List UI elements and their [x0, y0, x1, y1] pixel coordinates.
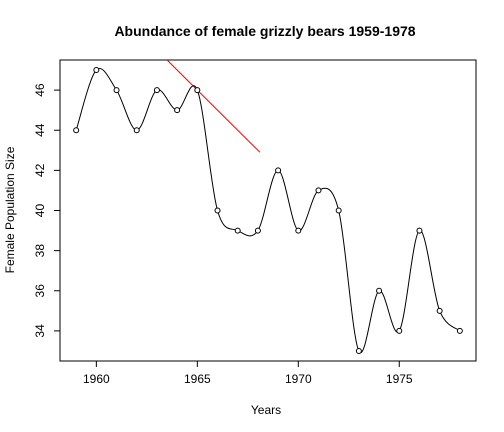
x-tick-label: 1970 — [285, 372, 312, 386]
data-point — [234, 227, 241, 234]
y-tick-label: 46 — [33, 83, 47, 97]
y-axis-label: Female Population Size — [3, 146, 17, 273]
data-point — [194, 87, 201, 94]
data-point — [93, 67, 100, 74]
data-point — [315, 187, 322, 194]
plot-area — [59, 59, 477, 362]
data-point — [295, 227, 302, 234]
data-point — [416, 227, 423, 234]
y-tick-label: 40 — [33, 204, 47, 218]
y-tick-label: 42 — [33, 163, 47, 177]
data-point — [436, 307, 443, 314]
y-tick-label: 44 — [33, 123, 47, 137]
data-point — [153, 87, 160, 94]
data-point — [396, 327, 403, 334]
data-point — [355, 347, 362, 354]
data-point — [174, 107, 181, 114]
x-axis: 1960 1965 1970 1975 — [83, 361, 413, 386]
series-layer — [73, 67, 463, 354]
x-tick-label: 1975 — [386, 372, 413, 386]
data-point — [376, 287, 383, 294]
series-line — [75, 68, 461, 354]
y-tick-label: 36 — [33, 284, 47, 298]
y-axis: 34 36 38 40 42 44 46 — [33, 83, 60, 338]
y-tick-label: 38 — [33, 244, 47, 258]
trend-line — [166, 60, 261, 153]
data-point — [275, 167, 282, 174]
data-point — [113, 87, 120, 94]
x-tick-label: 1965 — [184, 372, 211, 386]
annotation-layer — [166, 60, 261, 153]
data-point — [254, 227, 261, 234]
data-point — [335, 207, 342, 214]
data-point — [133, 127, 140, 134]
y-tick-label: 34 — [33, 324, 47, 338]
data-point — [214, 207, 221, 214]
x-axis-label: Years — [251, 403, 281, 417]
data-point — [456, 327, 463, 334]
x-tick-label: 1960 — [83, 372, 110, 386]
data-point — [73, 127, 80, 134]
chart-title: Abundance of female grizzly bears 1959-1… — [114, 23, 415, 39]
